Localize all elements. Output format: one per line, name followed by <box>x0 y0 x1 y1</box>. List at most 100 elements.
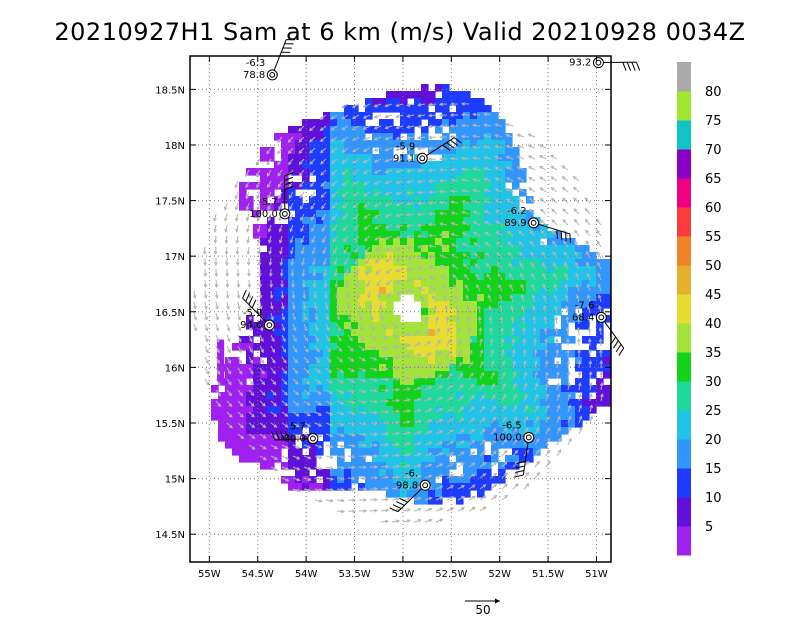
wind-cell <box>512 413 520 421</box>
wind-cell <box>337 217 345 225</box>
wind-cell <box>316 343 324 351</box>
wind-vector-head <box>552 251 557 256</box>
wind-cell <box>358 406 366 414</box>
wind-cell <box>344 315 352 323</box>
wind-vector-head <box>373 399 378 404</box>
wind-vector <box>321 224 327 232</box>
wind-cell <box>568 273 576 281</box>
wind-barb <box>242 297 270 326</box>
wind-cell <box>596 280 604 288</box>
wind-vector-head <box>486 273 490 278</box>
wind-cell <box>295 315 303 323</box>
wind-vector <box>545 427 550 435</box>
wind-vector-head <box>417 124 422 129</box>
wind-vector <box>336 433 344 437</box>
wind-cell <box>358 203 366 211</box>
wind-vector-head <box>539 187 544 191</box>
wind-cell <box>260 448 268 456</box>
wind-vector-head <box>256 195 260 200</box>
wind-vector <box>484 156 492 160</box>
wind-vector <box>534 372 538 380</box>
wind-vector <box>555 317 558 325</box>
wind-vector-head <box>460 451 465 456</box>
wind-cell <box>561 399 569 407</box>
wind-cell <box>365 105 373 113</box>
wind-cell <box>281 427 289 435</box>
wind-cell <box>295 406 303 414</box>
wind-vector-head <box>225 273 230 278</box>
wind-vector <box>281 455 289 460</box>
wind-vector <box>281 312 285 320</box>
wind-vector-head <box>301 272 306 277</box>
wind-vector-head <box>536 449 540 454</box>
wind-vector <box>543 295 547 303</box>
wind-vector-head <box>481 417 486 421</box>
wind-cell <box>512 399 520 407</box>
wind-vector-head <box>561 176 566 180</box>
wind-cell <box>442 231 450 239</box>
wind-cell <box>309 343 317 351</box>
wind-vector <box>539 144 547 149</box>
wind-cell <box>568 259 576 267</box>
wind-vector <box>215 334 220 342</box>
wind-vector <box>506 199 514 204</box>
wind-cell <box>274 273 282 281</box>
wind-vector <box>556 438 561 446</box>
wind-vector-head <box>251 435 256 439</box>
wind-vector-head <box>479 349 484 354</box>
wind-vector-head <box>406 508 411 512</box>
wind-vector-head <box>472 112 477 117</box>
wind-vector-head <box>359 326 364 331</box>
wind-vector <box>301 246 305 254</box>
wind-cell <box>568 301 576 309</box>
wind-cell <box>442 343 450 351</box>
wind-cell <box>484 427 492 435</box>
wind-cell <box>337 196 345 204</box>
wind-cell <box>442 273 450 281</box>
wind-vector <box>446 496 454 501</box>
wind-vector-head <box>374 237 379 241</box>
wind-cell <box>540 420 548 428</box>
wind-cell <box>372 469 380 477</box>
wind-cell <box>365 462 373 470</box>
wind-vector <box>391 476 399 479</box>
wind-vector-head <box>551 208 555 213</box>
wind-vector <box>484 178 492 182</box>
wind-cell <box>281 413 289 421</box>
wind-cell <box>323 336 331 344</box>
wind-vector <box>375 257 382 264</box>
wind-cell <box>540 245 548 253</box>
wind-cell <box>512 231 520 239</box>
wind-vector-head <box>512 360 516 365</box>
wind-cell <box>498 231 506 239</box>
wind-vector-head <box>318 488 323 492</box>
wind-vector-head <box>520 294 525 299</box>
wind-vector <box>417 202 426 205</box>
wind-cell <box>505 189 513 197</box>
wind-cell <box>456 259 464 267</box>
colorbar-swatch <box>677 265 691 295</box>
wind-vector-head <box>463 273 468 278</box>
wind-vector-head <box>542 272 546 277</box>
wind-vector <box>517 166 525 171</box>
wind-cell <box>302 483 310 491</box>
wind-vector-head <box>464 284 469 289</box>
wind-cell <box>456 308 464 316</box>
wind-cell <box>554 427 562 435</box>
wind-vector <box>270 466 278 471</box>
wind-cell <box>463 210 471 218</box>
wind-cell <box>463 420 471 428</box>
wind-vector-head <box>432 294 436 299</box>
wind-cell <box>456 413 464 421</box>
wind-vector-head <box>395 464 400 469</box>
wind-cell <box>309 385 317 393</box>
wind-vector <box>490 394 496 402</box>
wind-vector <box>424 508 432 512</box>
wind-vector-head <box>428 507 433 512</box>
wind-vector-head <box>540 240 545 245</box>
wind-cell <box>407 385 415 393</box>
wind-vector-head <box>479 338 483 343</box>
wind-vector <box>255 158 261 166</box>
wind-cell <box>603 294 611 302</box>
wind-cell <box>442 392 450 400</box>
